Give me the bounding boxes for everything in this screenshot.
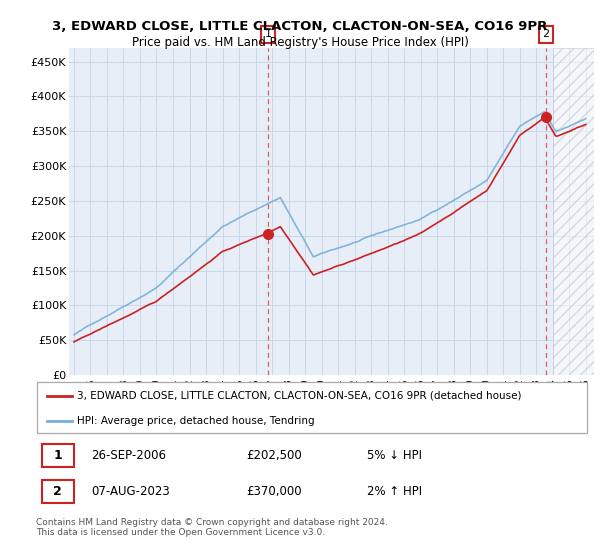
Text: 2: 2 <box>542 30 550 40</box>
Text: Contains HM Land Registry data © Crown copyright and database right 2024.
This d: Contains HM Land Registry data © Crown c… <box>36 518 388 538</box>
Text: 5% ↓ HPI: 5% ↓ HPI <box>367 449 422 463</box>
Text: HPI: Average price, detached house, Tendring: HPI: Average price, detached house, Tend… <box>77 416 315 426</box>
Text: 2: 2 <box>53 485 62 498</box>
Bar <box>553 48 600 375</box>
Text: Price paid vs. HM Land Registry's House Price Index (HPI): Price paid vs. HM Land Registry's House … <box>131 36 469 49</box>
Text: 3, EDWARD CLOSE, LITTLE CLACTON, CLACTON-ON-SEA, CO16 9PR (detached house): 3, EDWARD CLOSE, LITTLE CLACTON, CLACTON… <box>77 391 522 401</box>
Text: £370,000: £370,000 <box>246 485 301 498</box>
Text: 07-AUG-2023: 07-AUG-2023 <box>91 485 170 498</box>
Text: 26-SEP-2006: 26-SEP-2006 <box>91 449 166 463</box>
Text: £202,500: £202,500 <box>246 449 302 463</box>
Text: 2% ↑ HPI: 2% ↑ HPI <box>367 485 422 498</box>
Text: 1: 1 <box>53 449 62 463</box>
FancyBboxPatch shape <box>41 445 74 467</box>
FancyBboxPatch shape <box>37 382 587 433</box>
FancyBboxPatch shape <box>41 480 74 503</box>
Text: 3, EDWARD CLOSE, LITTLE CLACTON, CLACTON-ON-SEA, CO16 9PR: 3, EDWARD CLOSE, LITTLE CLACTON, CLACTON… <box>52 20 548 32</box>
Text: 1: 1 <box>265 30 271 40</box>
